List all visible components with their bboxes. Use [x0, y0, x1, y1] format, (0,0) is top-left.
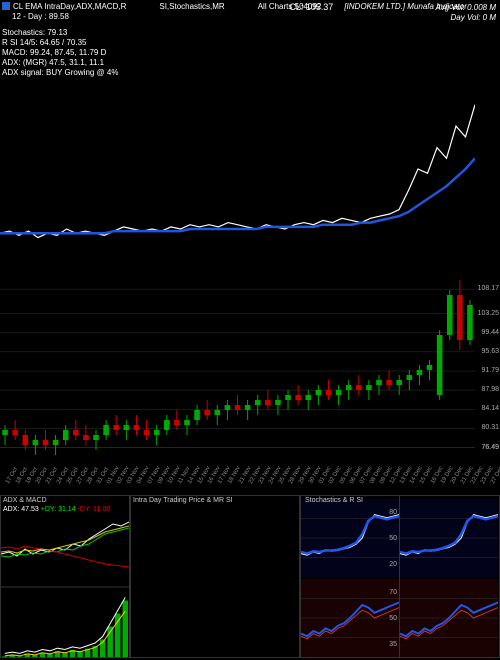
header-right: CL: 105.37 Avg Vol: 0.008 M Day Vol: 0 M	[289, 2, 496, 23]
mini-tick: 50	[389, 535, 397, 542]
mini-tick: 70	[389, 589, 397, 596]
mini-tick: 80	[389, 509, 397, 516]
y-tick-label: 108.17	[478, 285, 499, 292]
ema-label: 12 - Day : 89.58	[12, 12, 69, 21]
x-axis-labels: 17 Oct18 Oct19 Oct20 Oct21 Oct24 Oct25 O…	[0, 472, 475, 490]
legend-text: SI,Stochastics,MR	[159, 2, 224, 11]
y-tick-label: 80.31	[481, 424, 499, 431]
y-axis-labels: 108.17 103.25 99.44 95.63 91.79 87.98 84.14 80.…	[477, 270, 499, 470]
rsi-panel-extra	[400, 495, 500, 658]
macd-value: MACD: 99.24, 87.45, 11.79 D	[2, 48, 118, 58]
y-tick-label: 95.63	[481, 348, 499, 355]
panel-title: ADX & MACD	[1, 496, 129, 505]
adx-signal: ADX signal: BUY Growing @ 4%	[2, 68, 118, 78]
y-tick-label: 87.98	[481, 386, 499, 393]
panel-title: Stochastics & R SI	[303, 496, 365, 505]
adx-readout: ADX: 47.53 +DY: 31.14 -DY: 11.08	[1, 505, 129, 514]
mini-tick: 50	[389, 615, 397, 622]
rsi-value: R SI 14/5: 64.65 / 70.35	[2, 38, 118, 48]
stoch-mini-chart-2	[400, 499, 498, 577]
close-price: CL: 105.37	[289, 2, 333, 12]
rsi-mini-chart-2	[400, 579, 498, 657]
avg-vol: Avg Vol: 0.008 M	[436, 3, 496, 12]
price-line-chart	[0, 94, 475, 244]
stochastics-value: Stochastics: 79.13	[2, 28, 118, 38]
y-tick-label: 99.44	[481, 329, 499, 336]
bottom-panel-row: ADX & MACD ADX: 47.53 +DY: 31.14 -DY: 11…	[0, 495, 500, 660]
legend-text: CL EMA IntraDay,ADX,MACD,R	[13, 2, 126, 11]
adx-mini-chart	[1, 514, 129, 658]
y-tick-label: 76.49	[481, 444, 499, 451]
day-vol: Day Vol: 0 M	[289, 13, 496, 22]
adx-macd-panel: ADX & MACD ADX: 47.53 +DY: 31.14 -DY: 11…	[0, 495, 130, 658]
panel-title: Intra Day Trading Price & MR SI	[131, 496, 299, 505]
stochastics-panel: Stochastics & R SI 80 50 20 70 50 35	[300, 495, 400, 658]
y-tick-label: 103.25	[478, 310, 499, 317]
legend-color-box	[2, 2, 10, 10]
mini-tick: 20	[389, 561, 397, 568]
y-tick-label: 91.79	[481, 367, 499, 374]
stoch-mini-chart	[301, 499, 399, 577]
y-tick-label: 84.14	[481, 405, 499, 412]
intraday-panel: Intra Day Trading Price & MR SI	[130, 495, 300, 658]
rsi-mini-chart	[301, 579, 399, 657]
adx-value: ADX: (MGR) 47.5, 31.1, 11.1	[2, 58, 118, 68]
candlestick-chart	[0, 270, 475, 470]
indicator-block: Stochastics: 79.13 R SI 14/5: 64.65 / 70…	[2, 28, 118, 78]
mini-tick: 35	[389, 641, 397, 648]
